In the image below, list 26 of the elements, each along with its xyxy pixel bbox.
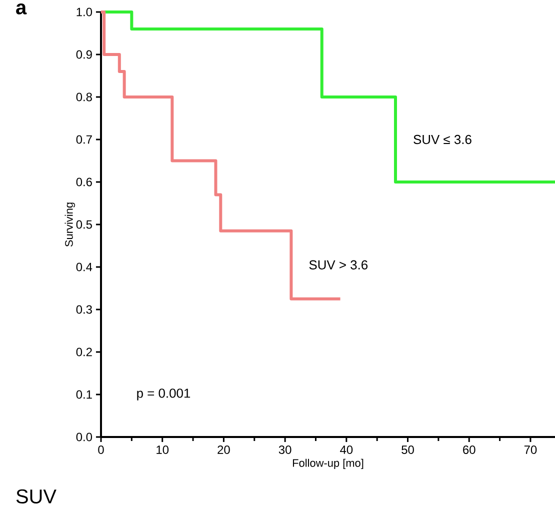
y-tick-label: 0.1 [76, 390, 92, 399]
text: SUV [16, 489, 56, 504]
series-label: SUV ≤ 3.6 [414, 134, 472, 144]
y-tick-label: 0.3 [76, 305, 92, 314]
text: a [16, 4, 27, 14]
x-tick-label: 70 [524, 446, 537, 454]
x-tick-label: 30 [278, 446, 292, 454]
x-tick-label: 20 [218, 446, 230, 454]
series-label: SUV > 3.6 [309, 260, 368, 270]
x-axis-title: Follow-up [mo] [292, 458, 364, 470]
x-tick-label: 0 [98, 446, 104, 454]
y-tick-label: 0.2 [76, 348, 92, 356]
x-tick-label: 60 [463, 446, 476, 454]
y-axis-title: Surviving [64, 202, 76, 247]
y-tick-label: 0.4 [76, 262, 92, 272]
y-tick-label: 1.0 [76, 8, 92, 16]
x-tick-label: 10 [156, 446, 169, 454]
y-tick-label: 0.5 [76, 220, 92, 229]
annotation: p = 0.001 [137, 388, 190, 400]
x-tick-label: 50 [402, 446, 414, 454]
y-tick-label: 0.7 [76, 135, 92, 144]
y-tick-label: 0.6 [76, 178, 92, 186]
y-tick-label: 0.0 [76, 432, 92, 442]
x-tick-label: 40 [340, 446, 353, 454]
y-tick-label: 0.9 [76, 50, 92, 59]
y-tick-label: 0.8 [76, 92, 92, 102]
